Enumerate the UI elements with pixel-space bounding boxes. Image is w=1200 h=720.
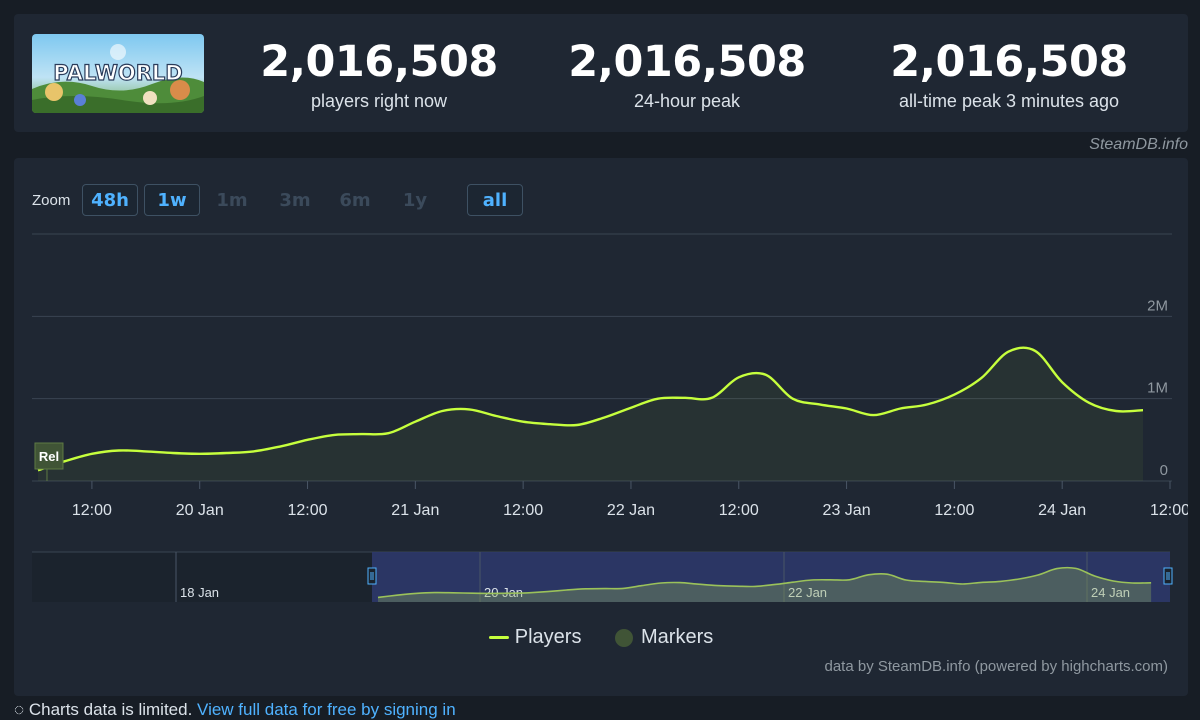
y-tick-label: 1M xyxy=(1147,380,1168,397)
x-tick-label: 12:00 xyxy=(934,502,974,519)
legend-markers[interactable]: Markers xyxy=(615,626,713,649)
line-icon xyxy=(488,636,509,640)
x-tick-label: 12:00 xyxy=(1150,502,1188,519)
stat-label: players right now xyxy=(310,91,448,111)
y-tick-label: 0 xyxy=(1160,462,1168,479)
player-chart[interactable]: 0 1M 2M 12:00 20 Jan 12:00 21 Jan 12:00 22 Jan 12… xyxy=(14,158,1188,618)
legend-players[interactable]: Players xyxy=(488,626,582,649)
info-icon: ◌ xyxy=(14,700,25,719)
logo-text: PALWORLD xyxy=(53,61,182,85)
zoom-label: Zoom xyxy=(32,192,71,209)
zoom-48h-button[interactable]: 48h xyxy=(82,184,138,216)
x-tick-label: 23 Jan xyxy=(823,502,871,519)
footer-note-text: Charts data is limited. xyxy=(28,700,193,719)
release-marker-label: Rel xyxy=(39,449,59,464)
dot-icon xyxy=(615,628,634,647)
y-tick-label: 2M xyxy=(1147,297,1168,314)
legend-players-label: Players xyxy=(514,626,582,649)
zoom-1y-button[interactable]: 1y xyxy=(402,190,428,211)
zoom-6m-button[interactable]: 6m xyxy=(339,190,371,211)
zoom-all-button[interactable]: all xyxy=(467,184,523,216)
x-tick-label: 12:00 xyxy=(72,502,112,519)
stat-24h-peak: 2,016,508 24-hour peak xyxy=(537,36,837,112)
release-marker xyxy=(34,442,64,470)
x-tick-label: 22 Jan xyxy=(607,502,655,519)
zoom-3m-button[interactable]: 3m xyxy=(279,190,311,211)
navigator-line xyxy=(377,566,1152,599)
players-line xyxy=(37,346,1144,472)
x-tick-label: 21 Jan xyxy=(391,502,439,519)
chart-card: Zoom 48h 1w 1m 3m 6m 1y all 0 1M 2M 12:00 20… xyxy=(14,158,1188,696)
navigator-tick-label: 24 Jan xyxy=(1091,585,1130,600)
x-tick-label: 12:00 xyxy=(719,502,759,519)
stat-value: 2,016,508 xyxy=(568,37,806,87)
players-area xyxy=(38,347,1144,481)
zoom-1w-button[interactable]: 1w xyxy=(144,184,200,216)
x-tick-label: 24 Jan xyxy=(1038,502,1086,519)
navigator-area xyxy=(378,567,1152,602)
x-tick-label: 12:00 xyxy=(288,502,328,519)
stat-value: 2,016,508 xyxy=(890,37,1128,87)
x-tick-label: 20 Jan xyxy=(176,502,224,519)
stats-card: PALWORLD 2,016,508 players right now 2,0… xyxy=(14,14,1188,132)
footer-note: ◌ Charts data is limited. View full data… xyxy=(14,700,456,720)
stat-players-now: 2,016,508 players right now xyxy=(229,36,529,112)
stat-value: 2,016,508 xyxy=(260,37,498,87)
palworld-logo-image: PALWORLD xyxy=(32,34,204,113)
game-logo[interactable]: PALWORLD xyxy=(32,34,204,113)
chart-legend: Players Markers xyxy=(14,626,1188,649)
x-tick-label: 12:00 xyxy=(503,502,543,519)
sign-in-link[interactable]: View full data for free by signing in xyxy=(197,700,456,719)
navigator-left-handle xyxy=(367,567,377,585)
highcharts-credit[interactable]: data by SteamDB.info (powered by highcha… xyxy=(824,658,1169,675)
stat-label: all-time peak 3 minutes ago xyxy=(898,91,1120,111)
legend-markers-label: Markers xyxy=(641,626,714,649)
navigator-tick-label: 22 Jan xyxy=(788,585,827,600)
steamdb-credit[interactable]: SteamDB.info xyxy=(1089,136,1188,153)
navigator-tick-label: 18 Jan xyxy=(180,585,219,600)
navigator-right-handle xyxy=(1163,567,1173,585)
stat-label: 24-hour peak xyxy=(633,91,741,111)
stat-all-time-peak: 2,016,508 all-time peak 3 minutes ago xyxy=(859,36,1159,112)
zoom-1m-button[interactable]: 1m xyxy=(216,190,248,211)
